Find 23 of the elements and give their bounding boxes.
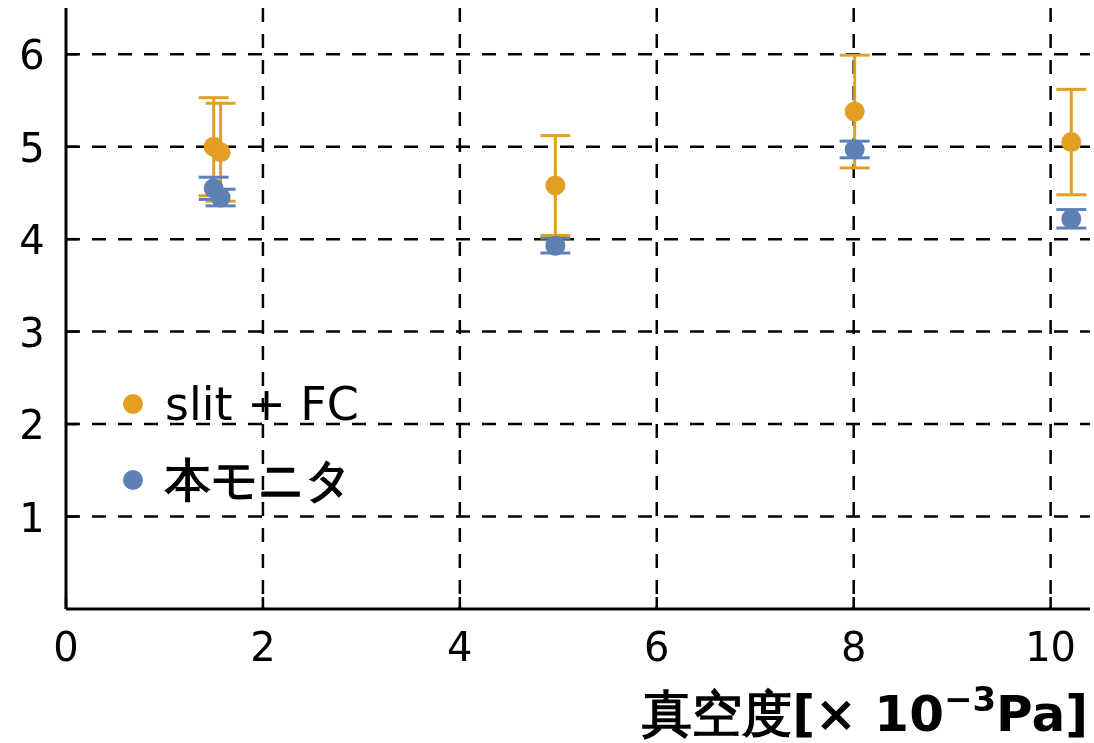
point	[1061, 208, 1082, 229]
point	[1061, 132, 1082, 153]
x-tick-label: 2	[250, 624, 276, 670]
point	[545, 235, 566, 256]
x-tick-label: 8	[840, 624, 867, 670]
y-tick-label: 5	[19, 124, 45, 171]
x-axis-title: 真空度[× 10$^{−3}$Pa]	[641, 679, 1088, 743]
x-tick-label: 4	[447, 624, 473, 670]
legend-label: slit + FC	[165, 377, 359, 431]
legend-label: 本モニタ	[164, 453, 352, 507]
point	[210, 187, 231, 208]
x-tick-label: 10	[1025, 624, 1077, 670]
point	[545, 175, 566, 196]
y-tick-label: 4	[19, 217, 45, 264]
x-tick-label: 0	[53, 624, 79, 670]
y-tick-label: 2	[19, 402, 45, 449]
x-tick-label: 6	[644, 624, 670, 670]
y-tick-label: 1	[19, 494, 45, 541]
point	[210, 142, 231, 163]
point	[844, 101, 865, 122]
y-tick-label: 6	[19, 32, 45, 79]
point	[844, 139, 865, 160]
y-tick-label: 3	[19, 309, 45, 356]
